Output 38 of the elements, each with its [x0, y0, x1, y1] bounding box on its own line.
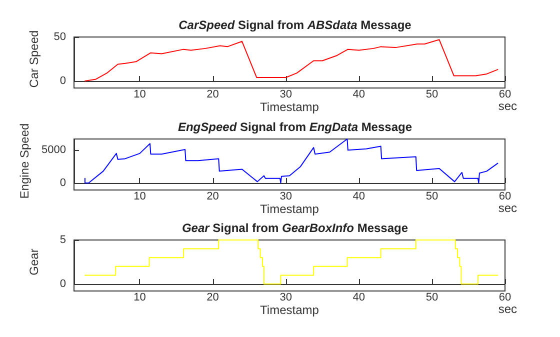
- x-tick-label: 10: [134, 292, 146, 304]
- x-tick-label: 30: [280, 292, 292, 304]
- y-axis-title: Engine Speed: [18, 123, 32, 199]
- line-series: [84, 138, 498, 184]
- x-tick-label: 10: [134, 190, 146, 202]
- x-tick-label: 40: [352, 190, 366, 202]
- x-tick-label: 50: [426, 292, 438, 304]
- x-tick-label: 50: [426, 88, 438, 100]
- x-axis-title: Timestamp: [260, 303, 320, 317]
- x-tick-label: 20: [206, 88, 219, 100]
- y-axis-title: Gear: [27, 248, 41, 276]
- chart-title: Gear Signal from GearBoxInfo Message: [182, 221, 408, 235]
- x-tick-label: 30: [280, 88, 292, 100]
- line-series: [84, 39, 498, 82]
- y-axis-title: Car Speed: [27, 30, 41, 88]
- x-axis-title: Timestamp: [260, 100, 320, 114]
- y-tick-label: 0: [60, 278, 66, 290]
- text: sec: [498, 99, 518, 113]
- x-tick-label: 60: [498, 88, 512, 100]
- text: sec: [498, 201, 518, 215]
- x-tick-label: 20: [206, 292, 219, 304]
- x-tick-label: 40: [352, 88, 366, 100]
- x-tick-label: 60: [498, 292, 512, 304]
- chart-title: EngSpeed Signal from EngData Message: [178, 120, 412, 134]
- x-tick-label: 40: [352, 292, 366, 304]
- y-tick-label: 5000: [42, 144, 66, 156]
- x-tick-label: 50: [426, 190, 438, 202]
- y-tick-label: 50: [54, 31, 66, 43]
- y-tick-label: 0: [60, 75, 66, 87]
- y-tick-label: 0: [60, 177, 66, 189]
- text: sec: [498, 302, 518, 316]
- x-tick-label: 60: [498, 190, 512, 202]
- x-tick-label: 10: [134, 88, 146, 100]
- y-tick-label: 5: [60, 234, 66, 246]
- x-axis-title: Timestamp: [260, 202, 320, 216]
- chart-title: CarSpeed Signal from ABSdata Message: [178, 18, 412, 32]
- x-tick-label: 20: [206, 190, 219, 202]
- x-tick-label: 30: [280, 190, 292, 202]
